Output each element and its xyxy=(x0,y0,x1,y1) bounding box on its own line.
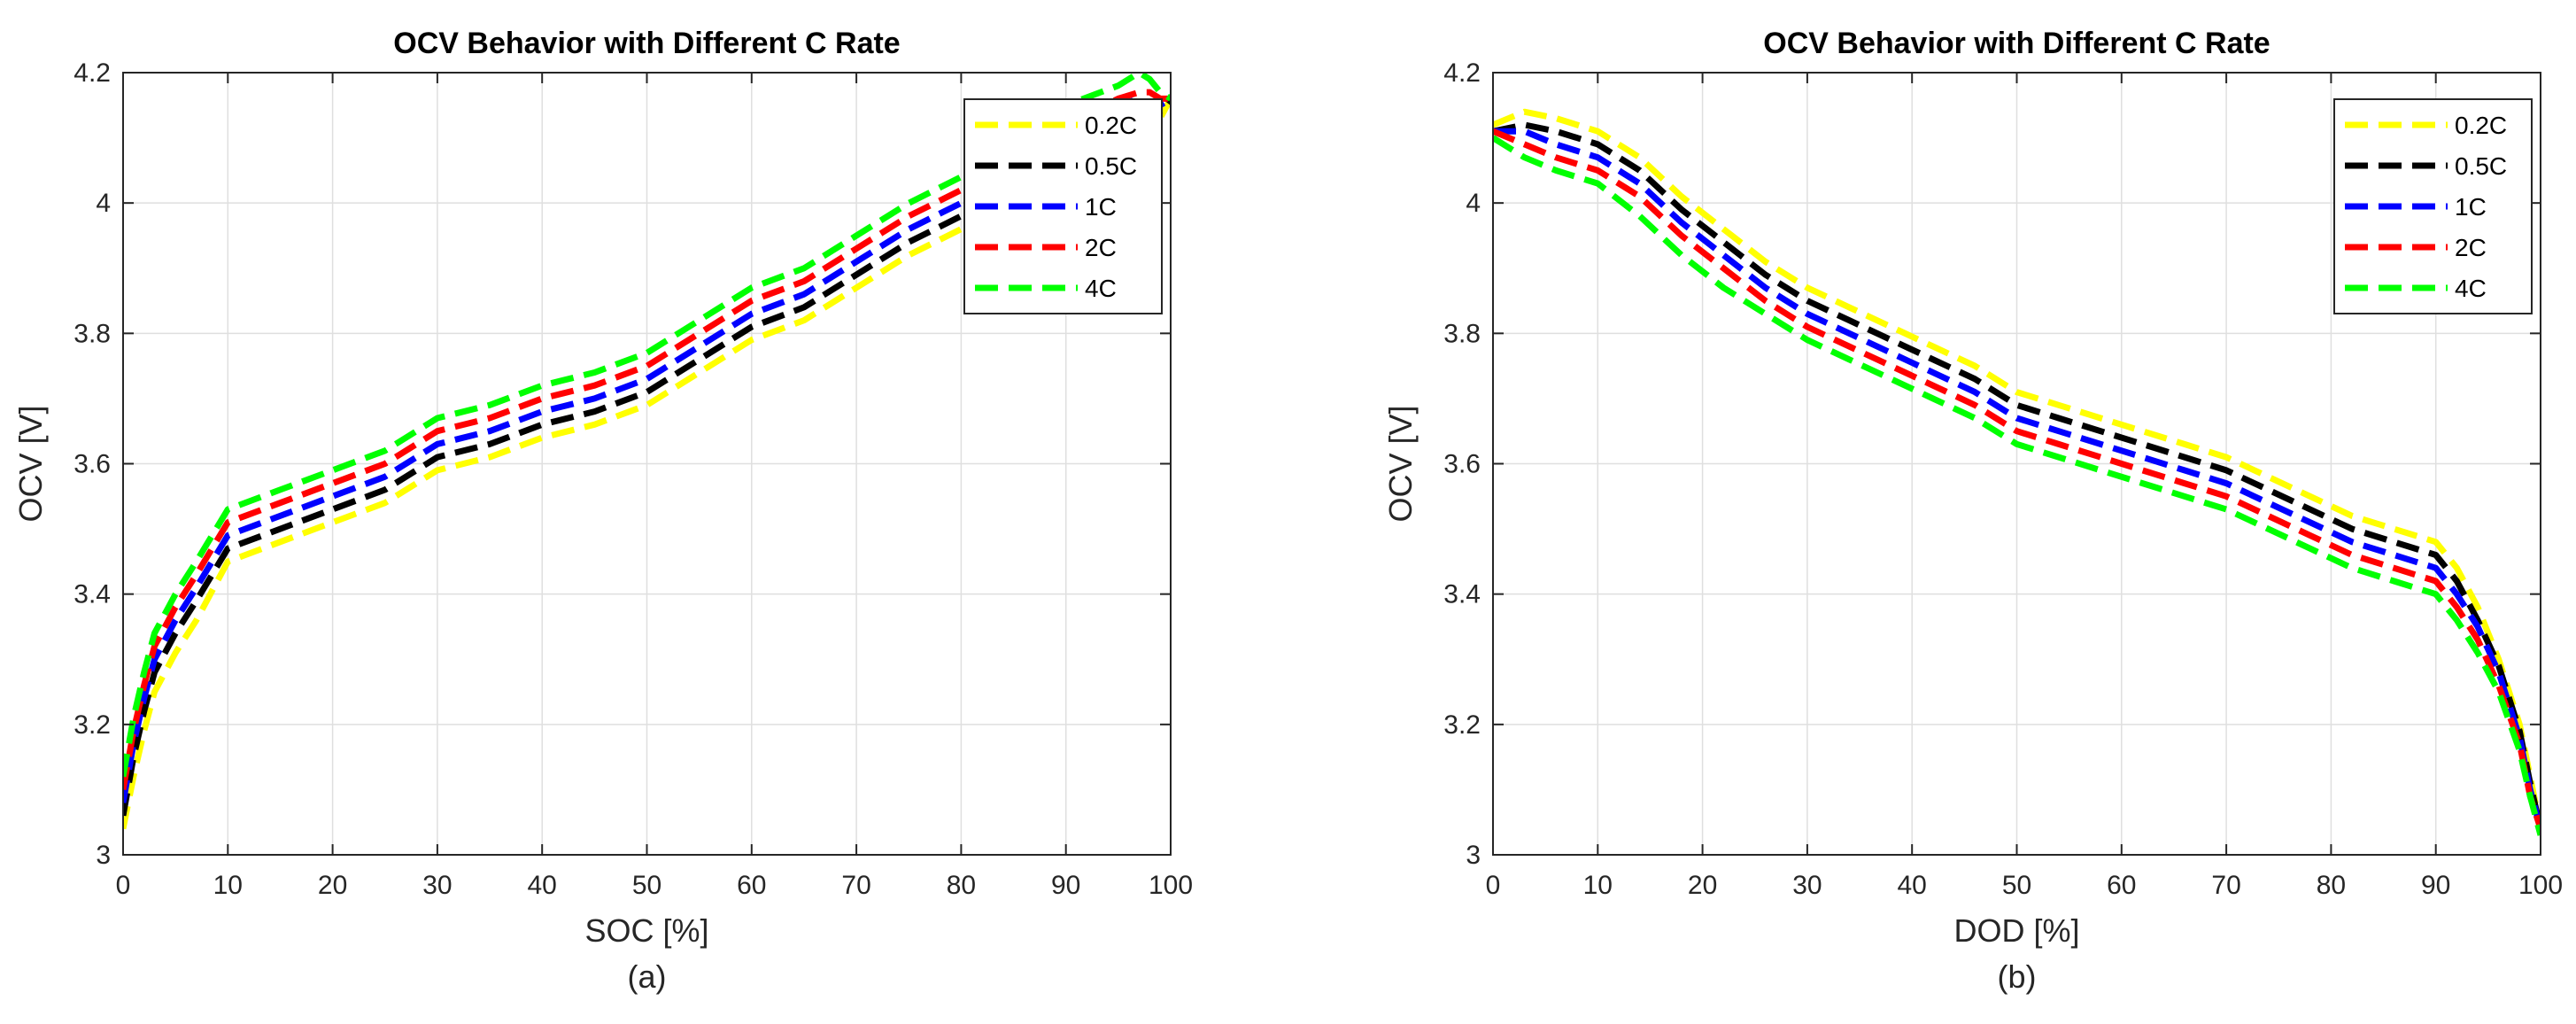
y-tick-label: 4 xyxy=(1466,189,1481,218)
x-tick-label: 30 xyxy=(422,871,452,900)
x-axis-label: DOD [%] xyxy=(1953,912,2079,949)
y-tick-label: 3 xyxy=(1466,841,1481,870)
chart-title: OCV Behavior with Different C Rate xyxy=(1763,27,2270,60)
series-line-2c xyxy=(1493,128,2541,830)
y-tick-label: 3.6 xyxy=(73,450,111,479)
x-tick-label: 0 xyxy=(1486,871,1501,900)
x-tick-label: 40 xyxy=(1898,871,1927,900)
y-tick-label: 3.4 xyxy=(73,580,111,609)
x-axis-label: SOC [%] xyxy=(584,912,708,949)
y-tick-label: 3 xyxy=(96,841,111,870)
y-tick-label: 4.2 xyxy=(1443,58,1481,88)
y-tick-label: 3.2 xyxy=(73,710,111,740)
panel-caption: (a) xyxy=(628,958,667,995)
y-tick-label: 3.4 xyxy=(1443,580,1481,609)
legend: 0.2C 0.5C 1C 2C 4C xyxy=(2333,98,2533,314)
x-tick-label: 10 xyxy=(1583,871,1613,900)
series-line-4c xyxy=(123,73,1171,778)
series-line-4c xyxy=(1493,135,2541,836)
x-tick-label: 20 xyxy=(1688,871,1717,900)
x-tick-label: 100 xyxy=(2518,871,2563,900)
legend-label: 0.2C xyxy=(2455,112,2507,139)
legend-label: 4C xyxy=(2455,275,2487,302)
legend-label: 4C xyxy=(1085,275,1117,302)
x-tick-label: 90 xyxy=(2421,871,2450,900)
y-axis-label: OCV [V] xyxy=(1382,405,1419,522)
x-tick-label: 0 xyxy=(116,871,131,900)
x-tick-label: 80 xyxy=(2317,871,2346,900)
series-line-05c xyxy=(1493,121,2541,830)
y-axis-label: OCV [V] xyxy=(12,405,49,522)
x-tick-label: 50 xyxy=(632,871,661,900)
y-tick-label: 3.8 xyxy=(73,319,111,348)
panel-caption: (b) xyxy=(1998,958,2037,995)
y-tick-label: 4.2 xyxy=(73,58,111,88)
y-tick-label: 3.2 xyxy=(1443,710,1481,740)
chart-title: OCV Behavior with Different C Rate xyxy=(393,27,900,60)
x-tick-label: 40 xyxy=(528,871,557,900)
x-tick-label: 80 xyxy=(947,871,976,900)
legend-label: 0.5C xyxy=(1085,152,1137,180)
legend-label: 1C xyxy=(2455,193,2487,221)
y-tick-label: 3.6 xyxy=(1443,450,1481,479)
x-tick-label: 90 xyxy=(1051,871,1080,900)
x-tick-label: 10 xyxy=(213,871,243,900)
chart-panel-a: 0 10 20 30 40 50 60 70 80 90 100 3 3.2 3.4 3.6 3.8 4 4.2 O… xyxy=(12,27,1193,995)
x-tick-label: 20 xyxy=(318,871,347,900)
y-tick-label: 3.8 xyxy=(1443,319,1481,348)
series-line-02c xyxy=(1493,108,2541,830)
x-tick-label: 60 xyxy=(2107,871,2136,900)
legend-label: 0.2C xyxy=(1085,112,1137,139)
x-tick-label: 70 xyxy=(2211,871,2240,900)
series-group xyxy=(1493,108,2541,836)
series-line-1c xyxy=(1493,128,2541,830)
y-tick-label: 4 xyxy=(96,189,111,218)
legend-label: 2C xyxy=(1085,234,1117,261)
legend: 0.2C 0.5C 1C 2C 4C xyxy=(963,98,1163,314)
legend-label: 0.5C xyxy=(2455,152,2507,180)
legend-label: 2C xyxy=(2455,234,2487,261)
x-tick-label: 50 xyxy=(2002,871,2031,900)
legend-label: 1C xyxy=(1085,193,1117,221)
x-tick-label: 60 xyxy=(737,871,766,900)
x-tick-label: 70 xyxy=(841,871,870,900)
x-tick-label: 30 xyxy=(1792,871,1822,900)
chart-panel-b: 0 10 20 30 40 50 60 70 80 90 100 3 3.2 3.4 3.6 3.8 4 4.2 O… xyxy=(1382,27,2563,995)
x-tick-label: 100 xyxy=(1149,871,1193,900)
